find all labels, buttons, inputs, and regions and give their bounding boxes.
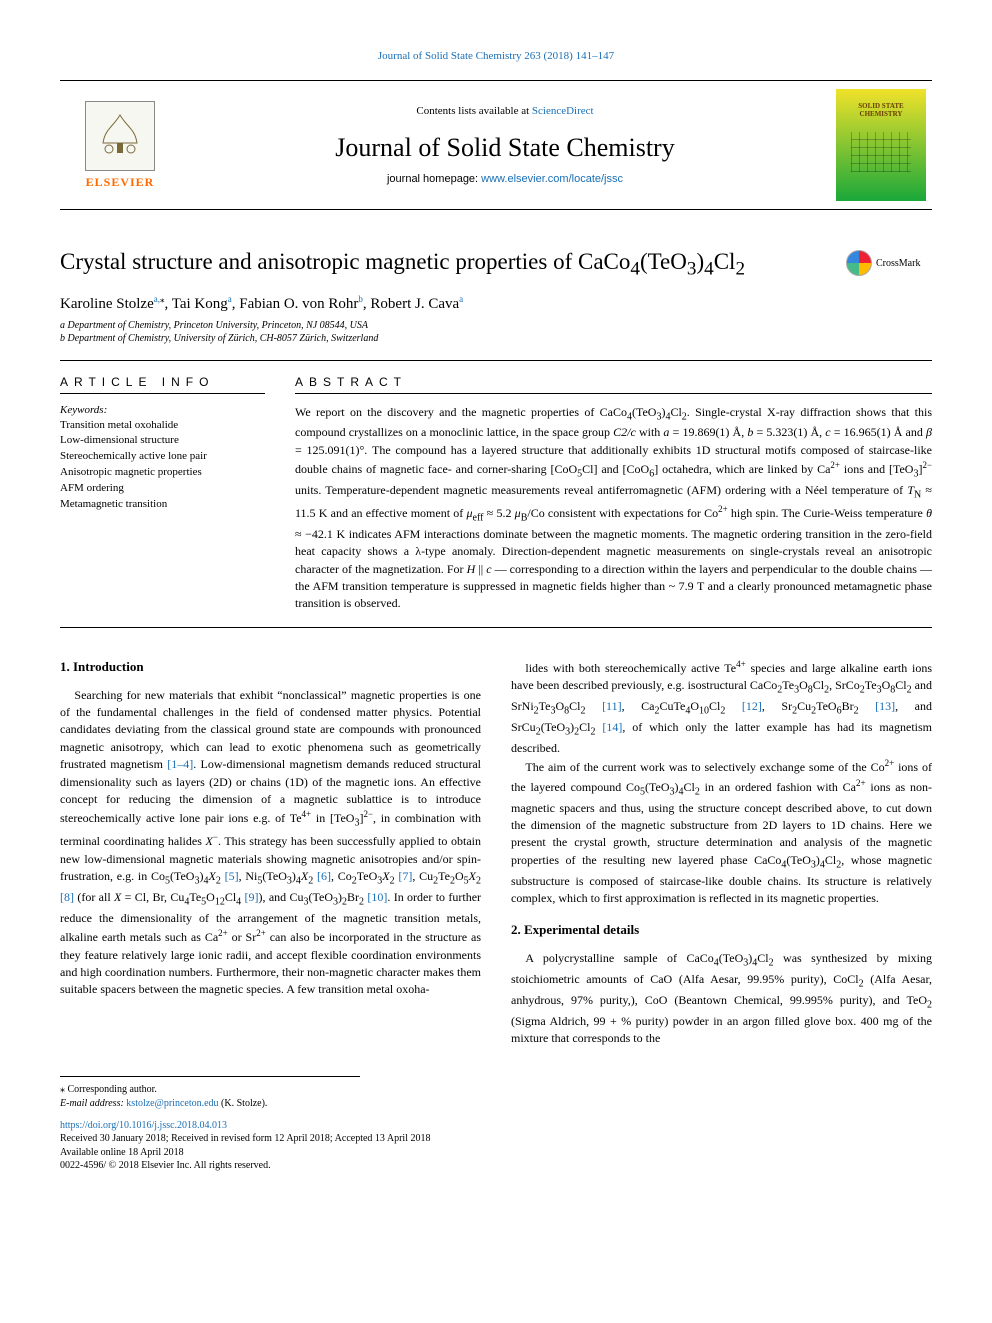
author-email-link[interactable]: kstolze@princeton.edu [126, 1098, 218, 1109]
available-online: Available online 18 April 2018 [60, 1146, 932, 1160]
keyword-item: AFM ordering [60, 481, 265, 497]
article-info-column: ARTICLE INFO Keywords: Transition metal … [60, 375, 265, 613]
citation-header: Journal of Solid State Chemistry 263 (20… [60, 50, 932, 62]
journal-cover-thumb: SOLID STATE CHEMISTRY [836, 89, 926, 201]
crossmark-icon [846, 250, 872, 276]
affiliation-b: b Department of Chemistry, University of… [60, 332, 932, 346]
received-dates: Received 30 January 2018; Received in re… [60, 1132, 932, 1146]
section-2-heading: 2. Experimental details [511, 921, 932, 940]
experimental-paragraph-1: A polycrystalline sample of CaCo4(TeO3)4… [511, 950, 932, 1047]
sciencedirect-link[interactable]: ScienceDirect [532, 105, 594, 117]
intro-paragraph-cont: lides with both stereochemically active … [511, 658, 932, 757]
affiliation-a: a Department of Chemistry, Princeton Uni… [60, 319, 932, 333]
keyword-item: Anisotropic magnetic properties [60, 465, 265, 481]
corresponding-author-footnote: ⁎ Corresponding author. E-mail address: … [60, 1076, 360, 1111]
authors: Karoline Stolzea,⁎, Tai Konga, Fabian O.… [60, 294, 932, 313]
journal-name: Journal of Solid State Chemistry [335, 133, 674, 163]
citation-link[interactable]: Journal of Solid State Chemistry 263 (20… [378, 50, 614, 62]
abstract-text: We report on the discovery and the magne… [295, 404, 932, 613]
keywords-label: Keywords: [60, 404, 265, 416]
keyword-item: Stereochemically active lone pair [60, 449, 265, 465]
affiliations: a Department of Chemistry, Princeton Uni… [60, 319, 932, 346]
doi-link[interactable]: https://doi.org/10.1016/j.jssc.2018.04.0… [60, 1120, 227, 1131]
journal-header: ELSEVIER Contents lists available at Sci… [60, 80, 932, 210]
cover-grid-icon [851, 132, 911, 172]
article-receipt-block: https://doi.org/10.1016/j.jssc.2018.04.0… [60, 1119, 932, 1173]
abstract-column: ABSTRACT We report on the discovery and … [295, 375, 932, 613]
publisher-name: ELSEVIER [86, 175, 155, 190]
journal-homepage: journal homepage: www.elsevier.com/locat… [387, 173, 623, 185]
body-right-column: lides with both stereochemically active … [511, 658, 932, 1048]
elsevier-tree-icon [85, 101, 155, 171]
sciencedirect-line: Contents lists available at ScienceDirec… [416, 105, 593, 117]
publisher-logo: ELSEVIER [60, 81, 180, 209]
keyword-item: Transition metal oxohalide [60, 418, 265, 434]
keywords-list: Transition metal oxohalide Low-dimension… [60, 418, 265, 514]
article-info-heading: ARTICLE INFO [60, 375, 265, 394]
crossmark-badge[interactable]: CrossMark [846, 250, 932, 276]
keyword-item: Metamagnetic transition [60, 497, 265, 513]
intro-paragraph-2: The aim of the current work was to selec… [511, 757, 932, 907]
journal-homepage-link[interactable]: www.elsevier.com/locate/jssc [481, 173, 623, 185]
copyright-line: 0022-4596/ © 2018 Elsevier Inc. All righ… [60, 1159, 932, 1173]
article-title: Crystal structure and anisotropic magnet… [60, 248, 826, 282]
body-left-column: 1. Introduction Searching for new materi… [60, 658, 481, 1048]
keyword-item: Low-dimensional structure [60, 433, 265, 449]
section-1-heading: 1. Introduction [60, 658, 481, 677]
intro-paragraph-1: Searching for new materials that exhibit… [60, 687, 481, 999]
abstract-heading: ABSTRACT [295, 375, 932, 394]
